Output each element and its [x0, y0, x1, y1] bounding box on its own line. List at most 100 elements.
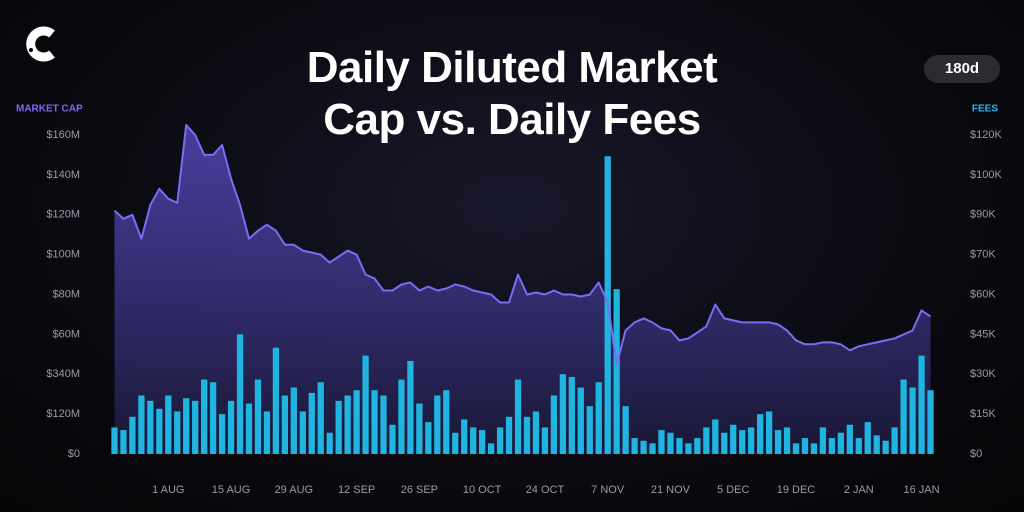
bar	[479, 430, 486, 454]
bar	[613, 289, 620, 454]
bar	[586, 406, 593, 454]
bar	[532, 411, 540, 454]
bar	[837, 432, 844, 454]
bar	[685, 443, 692, 454]
x-tick-label: 21 NOV	[651, 484, 691, 496]
bar	[129, 416, 136, 454]
x-tick-label: 10 OCT	[463, 484, 502, 496]
x-tick-label: 24 OCT	[526, 484, 565, 496]
bar	[380, 395, 387, 454]
x-tick-label: 7 NOV	[591, 484, 625, 496]
bar	[407, 360, 414, 454]
bar	[209, 382, 217, 454]
bar	[550, 395, 558, 454]
bar	[676, 438, 683, 454]
bar	[783, 427, 791, 454]
bar	[362, 355, 369, 454]
bar	[927, 390, 934, 454]
y2-tick-label: $45K	[970, 328, 996, 340]
bar	[389, 424, 396, 454]
bar	[559, 374, 566, 454]
bar	[165, 395, 172, 454]
range-button[interactable]: 180d	[924, 55, 1000, 83]
bar	[568, 376, 575, 454]
bar	[756, 414, 764, 454]
bar	[461, 419, 468, 454]
bar	[918, 355, 925, 454]
bar	[434, 395, 441, 454]
y2-tick-label: $30K	[970, 368, 996, 380]
bar	[443, 390, 450, 454]
bar	[299, 411, 306, 454]
bar	[120, 430, 127, 454]
bar	[254, 379, 262, 454]
bar	[730, 424, 737, 454]
bar	[721, 432, 728, 454]
bar	[739, 430, 746, 454]
bar	[801, 438, 809, 454]
bar	[272, 347, 280, 454]
bar	[236, 334, 244, 454]
bar	[640, 440, 647, 454]
bar	[156, 408, 163, 454]
bar	[855, 438, 862, 454]
bar	[694, 438, 701, 454]
bar	[864, 422, 871, 454]
x-tick-label: 5 DEC	[717, 484, 749, 496]
bar	[353, 390, 360, 454]
y-tick-label: $340M	[46, 368, 80, 380]
bar	[218, 414, 226, 454]
bar	[523, 416, 531, 454]
y2-tick-label: $90K	[970, 209, 996, 221]
bar	[487, 443, 495, 454]
bar	[765, 411, 773, 454]
y2-tick-label: $15K	[970, 408, 996, 420]
bar	[505, 416, 513, 454]
bar	[147, 400, 154, 454]
x-tick-label: 19 DEC	[777, 484, 816, 496]
bar	[452, 432, 459, 454]
bar	[873, 435, 880, 454]
bar	[290, 387, 297, 454]
x-tick-label: 1 AUG	[152, 484, 184, 496]
bar	[819, 427, 827, 454]
bar	[326, 432, 333, 454]
bar	[335, 400, 342, 454]
bar	[622, 406, 629, 454]
bar	[774, 430, 782, 454]
bar	[470, 427, 477, 454]
bar	[541, 427, 549, 454]
bar	[425, 422, 432, 454]
bar	[201, 379, 208, 454]
y-tick-label: $80M	[52, 288, 80, 300]
bar	[909, 387, 916, 454]
y2-axis-label: FEES	[972, 104, 998, 115]
y2-tick-label: $100K	[970, 169, 1002, 181]
bar	[595, 382, 602, 454]
bar	[882, 440, 889, 454]
bar	[828, 438, 836, 454]
bar	[308, 392, 315, 454]
bar	[371, 390, 378, 454]
y2-tick-label: $60K	[970, 288, 996, 300]
bar	[317, 382, 324, 454]
bar	[658, 430, 665, 454]
x-tick-label: 12 SEP	[338, 484, 375, 496]
bar	[514, 379, 522, 454]
y-tick-label: $60M	[52, 328, 80, 340]
bar	[792, 443, 800, 454]
bar	[183, 398, 190, 454]
x-tick-label: 2 JAN	[844, 484, 874, 496]
bar	[227, 400, 235, 454]
bar	[398, 379, 405, 454]
bar	[281, 395, 289, 454]
bar	[667, 432, 674, 454]
y2-tick-label: $120K	[970, 129, 1002, 141]
bar	[416, 403, 423, 454]
bar	[712, 419, 719, 454]
bar	[891, 427, 898, 454]
y-tick-label: $100M	[46, 249, 80, 261]
bar	[631, 438, 638, 454]
bar	[263, 411, 271, 454]
